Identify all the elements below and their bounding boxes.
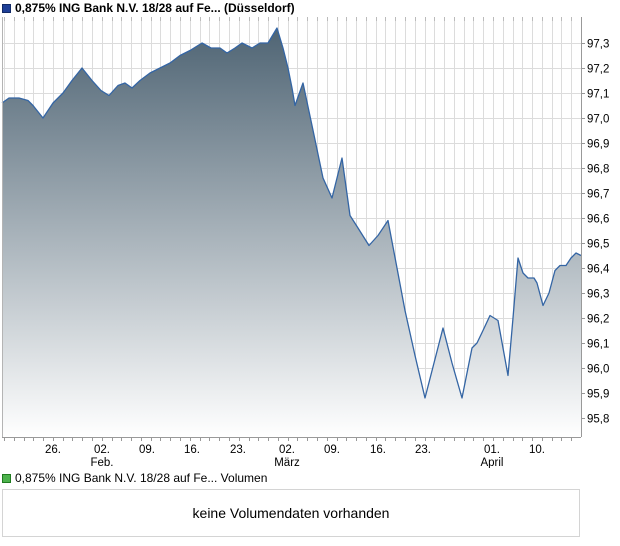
x-month-label: Feb. — [90, 457, 113, 468]
volume-legend-label: 0,875% ING Bank N.V. 18/28 auf Fe... Vol… — [15, 471, 268, 485]
y-tick-label: 96,0 — [587, 364, 609, 376]
y-tick-label: 95,8 — [587, 414, 609, 426]
no-volume-message: keine Volumendaten vorhanden — [192, 505, 390, 521]
x-tick-label: 16. — [184, 444, 200, 456]
y-tick-label: 96,3 — [587, 289, 609, 301]
y-tick-label: 95,9 — [587, 389, 609, 401]
y-tick-label: 96,5 — [587, 239, 609, 251]
x-tick-label: 02. — [279, 444, 295, 456]
x-tick-label: 10. — [529, 444, 545, 456]
x-month-label: April — [480, 457, 503, 468]
x-tick-label: 23. — [230, 444, 246, 456]
price-series-icon — [2, 3, 11, 13]
x-tick-label: 26. — [45, 444, 61, 456]
price-line — [1, 27, 582, 399]
x-tick-label: 23. — [415, 444, 431, 456]
price-area — [2, 28, 581, 437]
y-tick-label: 97,3 — [587, 39, 609, 51]
y-tick-label: 96,6 — [587, 214, 609, 226]
y-tick-label: 96,1 — [587, 339, 609, 351]
chart-title: 0,875% ING Bank N.V. 18/28 auf Fe... (Dü… — [15, 1, 295, 15]
price-chart-legend: 0,875% ING Bank N.V. 18/28 auf Fe... (Dü… — [2, 2, 295, 14]
volume-chart-legend: 0,875% ING Bank N.V. 18/28 auf Fe... Vol… — [2, 472, 267, 484]
price-chart: 97,3 97,2 97,1 97,0 96,9 96,8 96,7 96,6 96,5 96,4… — [1, 17, 610, 468]
y-tick-label: 96,4 — [587, 264, 610, 276]
volume-series-icon — [2, 473, 11, 483]
x-tick-label: 09. — [324, 444, 340, 456]
y-tick-label: 96,2 — [587, 314, 609, 326]
y-tick-label: 97,0 — [587, 114, 609, 126]
y-tick-label: 96,7 — [587, 189, 609, 201]
x-tick-label: 02. — [94, 444, 110, 456]
x-tick-label: 01. — [484, 444, 500, 456]
x-tick-label: 16. — [370, 444, 386, 456]
y-tick-label: 96,9 — [587, 139, 609, 151]
y-axis-labels: 97,3 97,2 97,1 97,0 96,9 96,8 96,7 96,6 96,5 96,4… — [587, 39, 610, 426]
x-month-label: März — [274, 457, 300, 468]
x-tick-label: 09. — [139, 444, 155, 456]
y-tick-label: 97,1 — [587, 89, 609, 101]
volume-panel: keine Volumendaten vorhanden — [2, 489, 580, 537]
y-tick-label: 96,8 — [587, 164, 609, 176]
plot-frame — [2, 17, 582, 438]
y-tick-label: 97,2 — [587, 64, 609, 76]
